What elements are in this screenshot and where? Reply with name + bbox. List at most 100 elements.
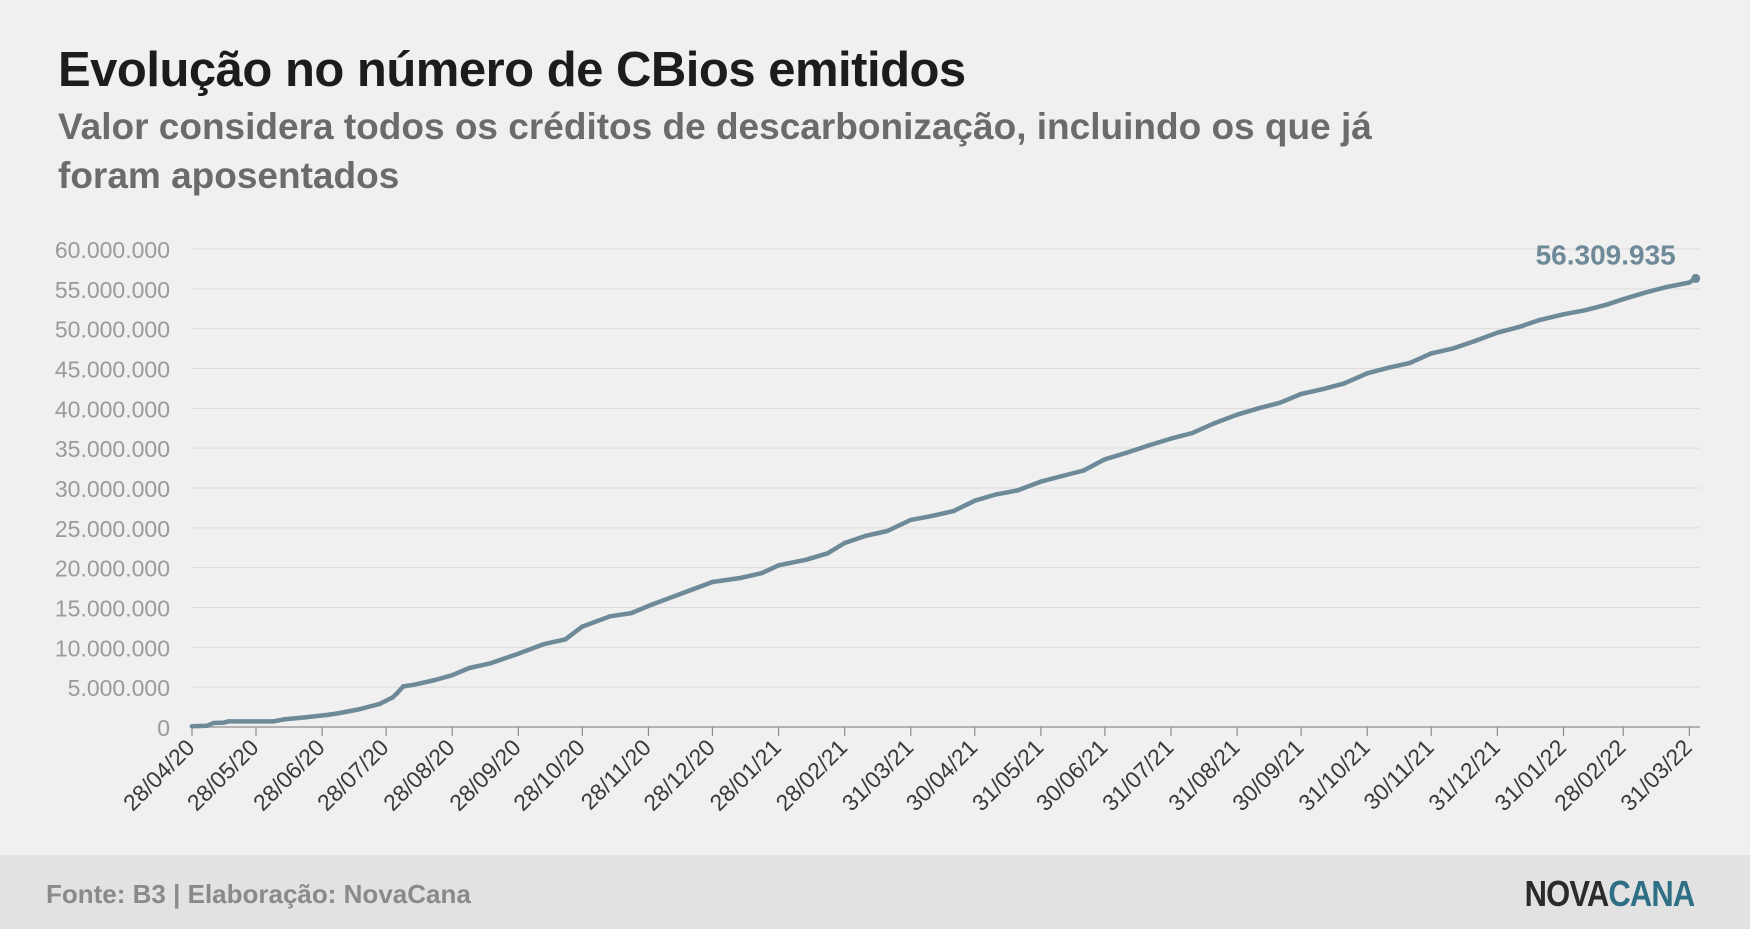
data-point	[629, 610, 634, 616]
y-tick-label: 60.000.000	[55, 237, 170, 263]
data-point	[646, 603, 651, 609]
data-point	[842, 540, 847, 546]
end-value-label: 56.309.935	[1536, 239, 1676, 270]
data-point	[432, 677, 438, 683]
end-point-marker	[1691, 273, 1701, 283]
y-tick-label: 0	[157, 715, 170, 741]
data-point	[825, 551, 830, 556]
data-point	[400, 684, 406, 689]
x-tick-label: 28/01/21	[704, 734, 786, 816]
data-point	[226, 719, 231, 724]
x-tick-label: 28/10/20	[508, 734, 590, 816]
data-point	[737, 575, 743, 581]
data-point	[1407, 360, 1413, 366]
data-point	[1298, 391, 1304, 397]
data-point	[885, 528, 890, 534]
data-point	[1621, 296, 1626, 302]
y-tick-label: 35.000.000	[55, 436, 170, 462]
data-point	[450, 673, 455, 678]
data-point	[1038, 479, 1044, 484]
data-point	[1190, 430, 1195, 436]
y-tick-label: 50.000.000	[55, 317, 170, 343]
line-chart: 0 5.000.000 10.000.000 15.000.000 20.000.000…	[55, 237, 1701, 816]
data-point	[1277, 400, 1283, 405]
data-point	[951, 508, 956, 514]
chart-title: Evolução no número de CBios emitidos	[58, 43, 966, 97]
x-tick-label: 31/07/21	[1097, 734, 1179, 816]
data-point	[661, 598, 666, 603]
data-point	[516, 651, 521, 656]
data-point	[972, 498, 977, 503]
data-point	[1365, 371, 1370, 376]
data-point	[863, 533, 869, 538]
data-point	[1582, 308, 1588, 313]
data-point	[580, 624, 585, 629]
x-tick-label: 31/10/21	[1293, 734, 1375, 816]
data-point	[1145, 443, 1150, 448]
x-tick-label: 28/07/20	[312, 734, 394, 816]
x-tick-label: 30/06/21	[1031, 734, 1113, 816]
y-tick-label: 25.000.000	[55, 516, 170, 542]
x-tick-label: 30/09/21	[1227, 734, 1309, 816]
data-point	[394, 691, 399, 696]
data-point	[1495, 330, 1500, 335]
data-point	[682, 590, 687, 595]
data-point	[1603, 302, 1609, 307]
data-point	[302, 715, 308, 720]
logo-part-cana: CANA	[1608, 873, 1695, 914]
data-point	[1256, 406, 1261, 411]
y-tick-label: 55.000.000	[55, 277, 170, 303]
x-tick-label: 31/12/21	[1423, 734, 1505, 816]
footer-bar: Fonte: B3 | Elaboração: NovaCana NOVACAN…	[0, 855, 1750, 929]
data-point	[1234, 412, 1240, 417]
data-point	[1211, 421, 1216, 426]
data-point	[759, 571, 764, 576]
data-point	[1102, 457, 1108, 462]
y-tick-label: 45.000.000	[55, 357, 170, 383]
x-tick-label: 31/03/22	[1615, 734, 1697, 816]
data-point	[993, 492, 999, 497]
data-point	[1663, 285, 1669, 290]
series-line	[189, 276, 1698, 729]
x-tick-label: 30/11/21	[1358, 734, 1438, 814]
data-point	[324, 712, 329, 718]
x-tick-label: 28/12/20	[638, 734, 720, 816]
data-point	[929, 513, 935, 519]
data-point	[1386, 365, 1391, 370]
data-point	[908, 517, 914, 523]
x-tick-label: 30/04/21	[901, 734, 983, 816]
data-point	[563, 637, 568, 642]
data-point	[467, 665, 472, 671]
data-point	[1642, 290, 1647, 296]
data-point	[356, 707, 361, 712]
data-point	[488, 661, 493, 666]
data-point	[221, 720, 227, 725]
data-point	[390, 695, 395, 700]
y-tick-label: 5.000.000	[68, 675, 170, 701]
novacana-logo: NOVACANA	[1524, 873, 1695, 915]
data-point	[377, 701, 382, 707]
data-point	[541, 641, 547, 647]
data-point	[710, 579, 715, 585]
x-tick-label: 28/08/20	[378, 734, 460, 816]
x-tick-label: 28/02/21	[771, 734, 853, 816]
data-point	[270, 719, 276, 724]
data-point	[211, 720, 216, 726]
data-point	[281, 717, 286, 722]
logo-part-nova: NOVA	[1524, 873, 1609, 914]
data-point	[1516, 324, 1521, 330]
data-point	[1687, 280, 1692, 285]
y-tick-label: 10.000.000	[55, 635, 170, 661]
data-point	[411, 682, 417, 687]
y-tick-label: 30.000.000	[55, 476, 170, 502]
data-point	[1471, 339, 1477, 344]
data-point	[1124, 450, 1129, 456]
data-point	[1060, 473, 1065, 479]
data-point	[1015, 488, 1020, 493]
data-point	[1341, 381, 1346, 386]
data-point	[1537, 317, 1543, 323]
data-point	[1081, 468, 1086, 473]
data-point	[1168, 436, 1174, 441]
data-point	[776, 563, 781, 568]
